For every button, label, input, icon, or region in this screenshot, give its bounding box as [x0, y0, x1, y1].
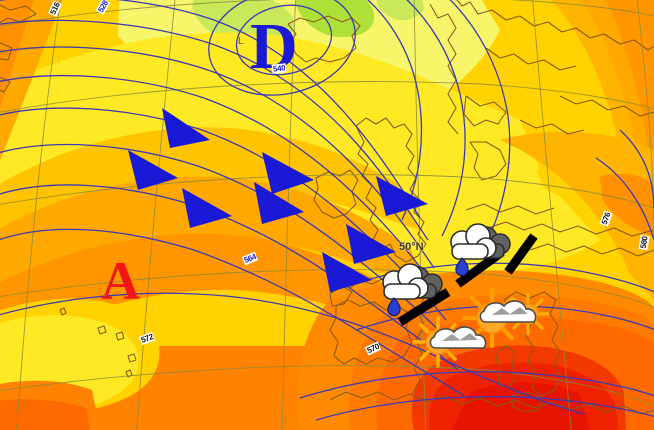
rain-shower-icon — [382, 263, 443, 317]
cloud-icon — [479, 300, 537, 323]
cloud-icon — [429, 326, 487, 349]
rain-shower-icon — [450, 223, 511, 277]
latitude-label-50n: 50°N — [399, 241, 424, 253]
low-pressure-secondary-label: L — [238, 36, 244, 47]
cold-front-south — [254, 176, 428, 292]
contour-label-540: 540 — [271, 63, 287, 74]
cold-front-north — [128, 108, 314, 228]
